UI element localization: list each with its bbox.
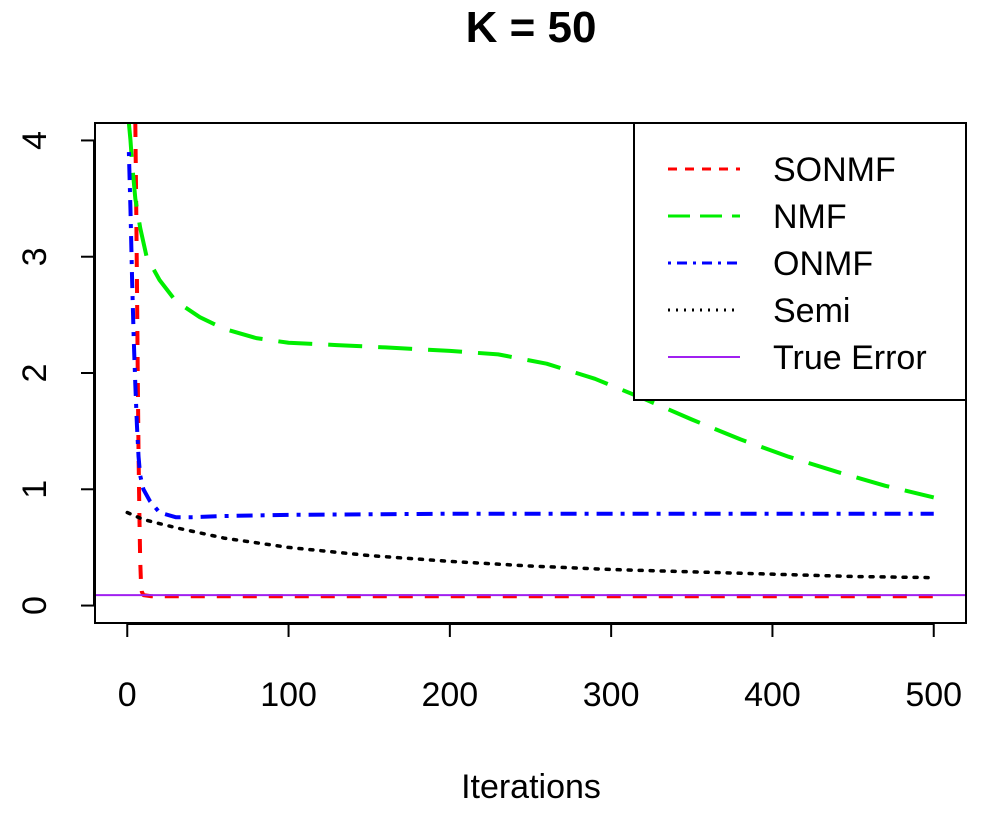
x-tick-label: 100 — [260, 676, 317, 714]
x-tick-label: 0 — [118, 676, 137, 714]
y-tick-label: 3 — [16, 247, 54, 266]
y-tick-label: 0 — [16, 596, 54, 615]
x-axis-label: Iterations — [461, 768, 601, 806]
legend-label: Semi — [773, 292, 850, 330]
legend-label: ONMF — [773, 245, 873, 283]
x-tick-label: 500 — [905, 676, 962, 714]
legend-label: True Error — [773, 339, 927, 377]
x-tick-label: 300 — [583, 676, 640, 714]
series-layer — [95, 123, 966, 599]
y-axis: 0 1 2 3 4 — [16, 131, 95, 615]
x-tick-label: 400 — [744, 676, 801, 714]
x-tick-label: 200 — [421, 676, 478, 714]
legend-label: SONMF — [773, 151, 896, 189]
x-axis: 0 100 200 300 400 500 — [118, 623, 962, 714]
legend-label: NMF — [773, 198, 847, 236]
chart-title: K = 50 — [466, 3, 597, 52]
series-line-semi — [125, 510, 936, 580]
y-tick-label: 1 — [16, 480, 54, 499]
legend: SONMF NMF ONMF Semi True Error — [633, 122, 967, 401]
y-tick-label: 2 — [16, 364, 54, 383]
series-line-onmf — [126, 152, 934, 520]
y-tick-label: 4 — [16, 131, 54, 150]
series-line-nmf — [126, 123, 935, 500]
series-line-sonmf — [133, 123, 934, 599]
